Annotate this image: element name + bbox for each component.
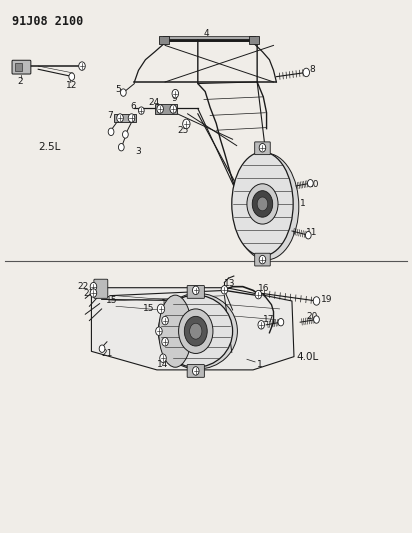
Text: 12: 12	[66, 81, 77, 90]
Ellipse shape	[234, 154, 299, 260]
Circle shape	[259, 143, 266, 152]
Text: 24: 24	[148, 98, 159, 107]
Circle shape	[278, 318, 284, 326]
Circle shape	[69, 73, 75, 80]
Polygon shape	[91, 288, 294, 370]
Ellipse shape	[159, 295, 233, 367]
FancyBboxPatch shape	[155, 104, 177, 114]
FancyBboxPatch shape	[255, 142, 270, 155]
Circle shape	[255, 290, 262, 299]
Circle shape	[90, 282, 97, 291]
Circle shape	[252, 191, 273, 217]
Circle shape	[122, 131, 128, 138]
Text: 1: 1	[257, 360, 263, 369]
FancyBboxPatch shape	[159, 36, 169, 44]
Text: 23: 23	[83, 288, 95, 297]
Text: 4: 4	[204, 29, 210, 38]
Circle shape	[190, 323, 202, 339]
Circle shape	[259, 255, 266, 264]
Circle shape	[303, 68, 309, 77]
Text: 7: 7	[107, 111, 113, 120]
Circle shape	[156, 327, 162, 335]
FancyBboxPatch shape	[12, 60, 31, 74]
Text: 18: 18	[161, 299, 173, 308]
Text: 1: 1	[300, 199, 306, 208]
Circle shape	[257, 197, 268, 211]
FancyBboxPatch shape	[187, 365, 204, 377]
Circle shape	[90, 289, 97, 297]
Text: 17: 17	[263, 315, 275, 324]
Text: 20: 20	[306, 312, 318, 321]
FancyBboxPatch shape	[249, 36, 259, 44]
Ellipse shape	[232, 152, 293, 256]
FancyBboxPatch shape	[163, 36, 255, 41]
Circle shape	[162, 337, 169, 346]
Text: 10: 10	[308, 180, 320, 189]
Circle shape	[313, 297, 320, 305]
Circle shape	[314, 316, 319, 323]
FancyBboxPatch shape	[114, 114, 136, 122]
Text: 14: 14	[157, 360, 168, 368]
Circle shape	[307, 180, 313, 187]
Text: 6: 6	[131, 102, 136, 111]
Text: 2: 2	[17, 77, 23, 86]
Circle shape	[120, 89, 126, 96]
FancyBboxPatch shape	[15, 63, 22, 71]
Text: 91J08 2100: 91J08 2100	[12, 14, 83, 28]
Circle shape	[221, 286, 228, 294]
Circle shape	[79, 62, 85, 70]
Circle shape	[192, 367, 199, 375]
Text: 5: 5	[115, 85, 121, 94]
Text: 3: 3	[135, 147, 141, 156]
Text: 19: 19	[321, 295, 332, 304]
Circle shape	[162, 317, 169, 325]
Text: 11: 11	[306, 228, 318, 237]
Circle shape	[108, 128, 114, 135]
Circle shape	[247, 184, 278, 224]
Text: 25: 25	[177, 126, 189, 135]
Text: 2.5L: 2.5L	[38, 142, 61, 152]
Circle shape	[128, 114, 135, 122]
Circle shape	[192, 286, 199, 295]
Circle shape	[305, 231, 311, 239]
Circle shape	[138, 107, 144, 114]
Circle shape	[157, 105, 164, 114]
Text: 13: 13	[225, 279, 236, 288]
Ellipse shape	[159, 295, 192, 367]
Circle shape	[178, 309, 213, 353]
Circle shape	[258, 320, 265, 329]
Text: 21: 21	[102, 350, 113, 359]
Circle shape	[117, 114, 123, 122]
Circle shape	[99, 345, 105, 352]
Text: 16: 16	[258, 284, 270, 293]
Ellipse shape	[158, 293, 237, 369]
Text: 4.0L: 4.0L	[296, 352, 318, 361]
Text: 15: 15	[143, 304, 154, 313]
FancyBboxPatch shape	[187, 286, 204, 298]
Circle shape	[118, 143, 124, 151]
FancyBboxPatch shape	[255, 253, 270, 266]
Text: 15: 15	[106, 296, 117, 305]
Text: 22: 22	[77, 281, 88, 290]
Circle shape	[157, 304, 165, 314]
Circle shape	[184, 317, 207, 346]
Text: 9: 9	[171, 94, 177, 103]
Circle shape	[172, 90, 178, 98]
FancyBboxPatch shape	[94, 279, 108, 298]
Circle shape	[160, 354, 166, 362]
Circle shape	[170, 105, 176, 114]
Text: 8: 8	[309, 64, 315, 74]
Circle shape	[183, 119, 190, 128]
